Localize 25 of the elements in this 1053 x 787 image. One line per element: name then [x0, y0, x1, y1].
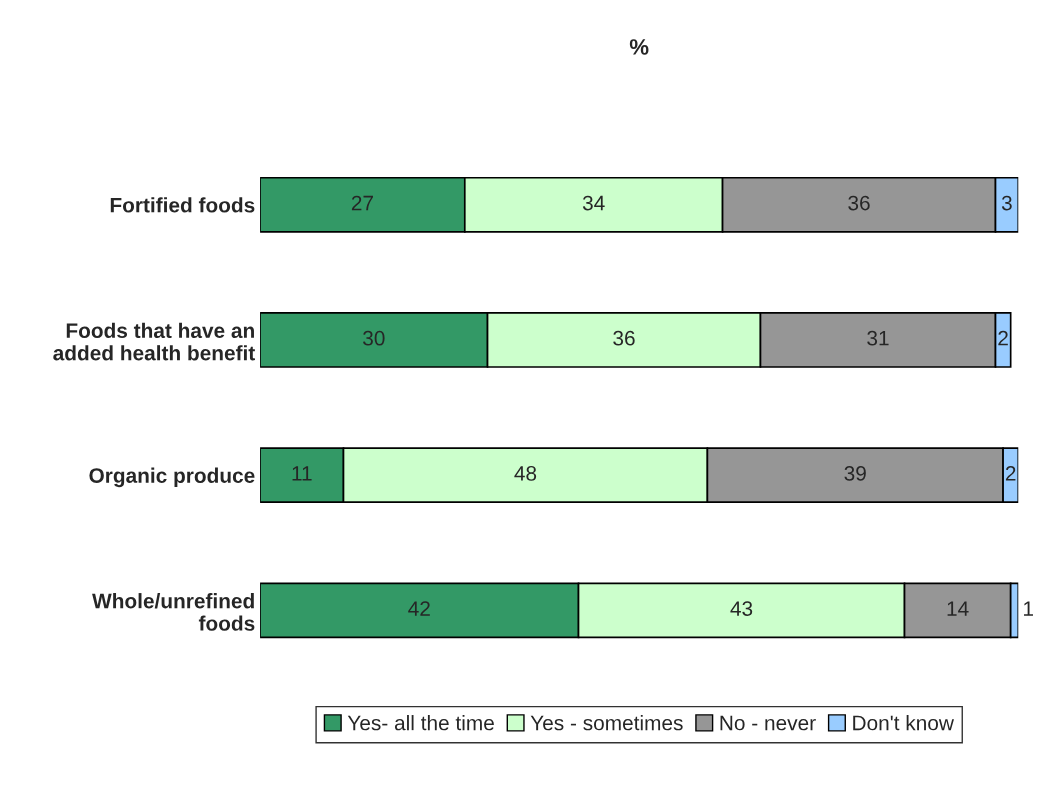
data-label: 39: [844, 466, 866, 481]
legend-label: No - never: [720, 715, 816, 731]
data-label: 1: [1024, 601, 1033, 616]
data-label: 42: [408, 601, 430, 616]
data-label: 27: [351, 195, 373, 211]
data-label: 3: [1001, 195, 1012, 211]
y-tick-label: Foods that have an added health benefit: [53, 322, 255, 361]
data-label: 2: [998, 330, 1008, 346]
legend-label: Don't know: [853, 715, 954, 731]
legend-label: Yes- all the time: [347, 715, 494, 731]
data-label: 2: [1005, 466, 1016, 481]
y-tick-label: Whole/unrefined foods: [92, 593, 255, 631]
data-label: 48: [514, 466, 537, 481]
legend-label: Yes - sometimes: [530, 715, 683, 731]
data-label: 36: [848, 195, 870, 211]
chart-title: %: [629, 39, 649, 55]
data-label: 14: [947, 601, 969, 616]
y-tick-label: Fortified foods: [110, 197, 255, 213]
data-label: 34: [582, 195, 605, 211]
data-label: 36: [613, 330, 635, 346]
data-label: 11: [292, 466, 312, 481]
data-label: 31: [867, 330, 889, 346]
data-label: 30: [363, 330, 385, 346]
y-tick-label: Organic produce: [89, 467, 255, 488]
data-label: 43: [730, 601, 753, 616]
